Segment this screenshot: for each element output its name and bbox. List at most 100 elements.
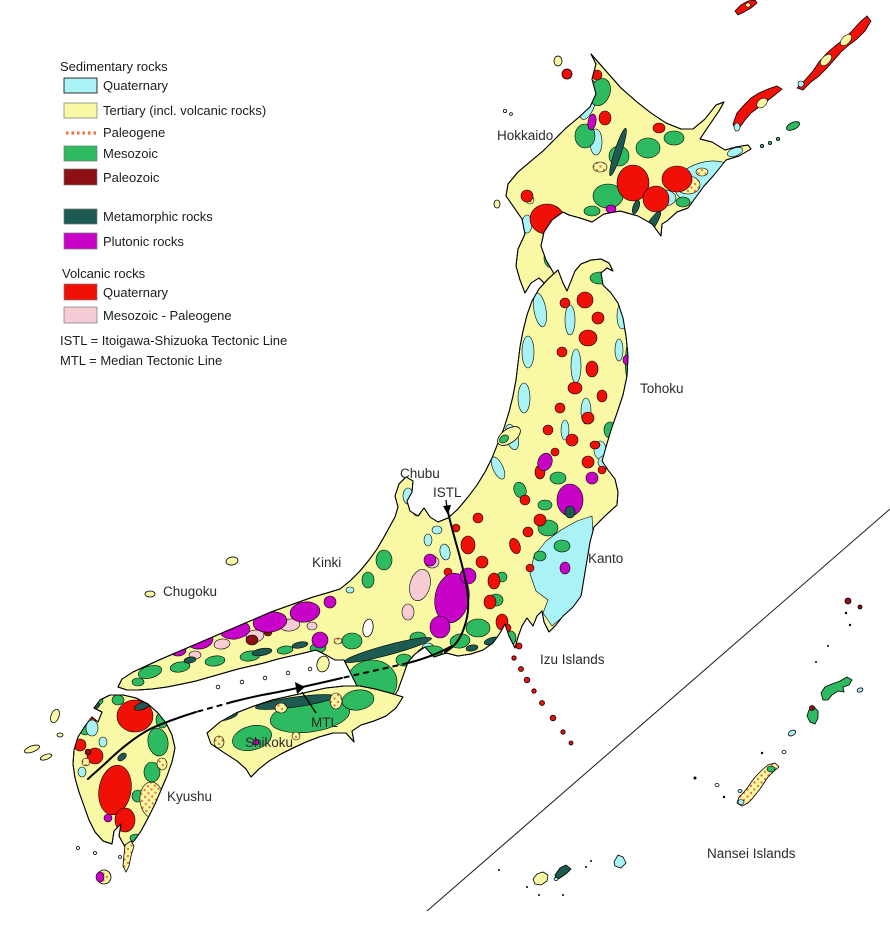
geology-patch [635, 137, 661, 159]
island [562, 894, 564, 896]
geology-patch [274, 702, 288, 714]
inset-separator-line [426, 508, 890, 912]
island [768, 140, 773, 145]
geology-patch [117, 752, 127, 762]
geology-patch [522, 526, 534, 538]
geology-patch [839, 33, 853, 47]
geology-patch [737, 799, 745, 805]
geology-patch [465, 618, 491, 638]
legend-item-label: Tertiary (incl. volcanic rocks) [103, 103, 266, 118]
geology-patch [675, 196, 691, 208]
label-tohoku: Tohoku [640, 381, 684, 396]
geology-patch [111, 695, 125, 706]
geology-patch [642, 185, 670, 213]
island [553, 55, 563, 67]
geology-patch [570, 348, 582, 384]
label-chubu: Chubu [400, 466, 440, 481]
geology-patch [585, 360, 599, 378]
geology-patch [85, 719, 99, 737]
geology-patch [98, 764, 132, 816]
island-awaji [316, 655, 330, 673]
legend-swatch-metamorphic [63, 208, 98, 225]
island [776, 136, 781, 141]
island [781, 750, 787, 754]
island [786, 121, 800, 131]
label-kinki: Kinki [312, 555, 341, 570]
legend-swatch-paleozoic [63, 168, 98, 186]
geology-patch [581, 455, 595, 469]
geology-patch [550, 447, 560, 457]
geology-patch [169, 661, 191, 673]
island [307, 666, 313, 672]
island [118, 855, 122, 859]
geology-patch [583, 205, 601, 217]
label-izu-islands: Izu Islands [540, 652, 605, 667]
geology-patch [589, 440, 601, 450]
island [693, 776, 697, 780]
island-goto [39, 753, 53, 761]
label-istl: ISTL [433, 485, 462, 500]
island [532, 871, 549, 886]
geology-patch [564, 304, 576, 336]
geology-patch [745, 2, 751, 8]
island [857, 604, 863, 610]
geology-patch [81, 757, 91, 767]
island [856, 687, 864, 693]
mtl-line-dashed [195, 701, 233, 713]
geology-patch [345, 586, 355, 594]
geology-patch [77, 766, 87, 778]
geology-patch [578, 329, 598, 347]
geology-patch [591, 311, 605, 325]
mtl-line [87, 711, 197, 780]
island-izu [515, 642, 523, 650]
mtl-arrow [301, 691, 317, 714]
legend: Sedimentary rocks Quaternary Tertiary (i… [60, 59, 287, 368]
geology-patch [204, 655, 226, 667]
geology-patch [609, 127, 627, 177]
geology-patch [465, 644, 479, 652]
island-iki [56, 732, 64, 738]
island [809, 705, 815, 711]
geology-patch [252, 738, 260, 746]
island [239, 679, 245, 685]
island [553, 877, 559, 881]
izu-islands-group [511, 642, 574, 746]
tectonic-lines [87, 511, 470, 780]
label-hokkaido: Hokkaido [497, 128, 553, 143]
geology-patch [147, 727, 169, 757]
geology-patch [213, 735, 225, 749]
geology-patch [587, 113, 597, 131]
geology-patch [537, 452, 553, 472]
legend-swatch-volcanic-quaternary [63, 283, 98, 301]
island [827, 645, 829, 647]
island [509, 112, 513, 116]
legend-section-title: Volcanic rocks [62, 266, 146, 281]
legend-item-label: Paleogene [103, 125, 165, 140]
geology-patch [509, 537, 521, 555]
geology-patch [213, 638, 231, 650]
island [714, 783, 720, 787]
geology-patch [614, 338, 624, 362]
geology-patch [564, 505, 576, 519]
geology-patch [375, 549, 393, 571]
geology-patch [423, 533, 433, 547]
geology-patch [361, 571, 375, 589]
geology-patch [819, 53, 833, 67]
island-izu [549, 714, 557, 722]
island [722, 795, 726, 799]
geology-patch [733, 122, 741, 132]
geology-patch [487, 572, 501, 590]
island [590, 860, 592, 862]
geology-patch [156, 757, 168, 771]
island [844, 597, 852, 605]
istl-arrowhead [443, 505, 451, 515]
island [737, 789, 743, 793]
island-tsushima [50, 708, 60, 724]
geology-patch [439, 543, 451, 561]
geology-patch [519, 494, 531, 506]
island [760, 143, 765, 148]
island-izu [560, 729, 566, 735]
label-mtl: MTL [311, 715, 338, 730]
mtl-line [407, 645, 453, 664]
